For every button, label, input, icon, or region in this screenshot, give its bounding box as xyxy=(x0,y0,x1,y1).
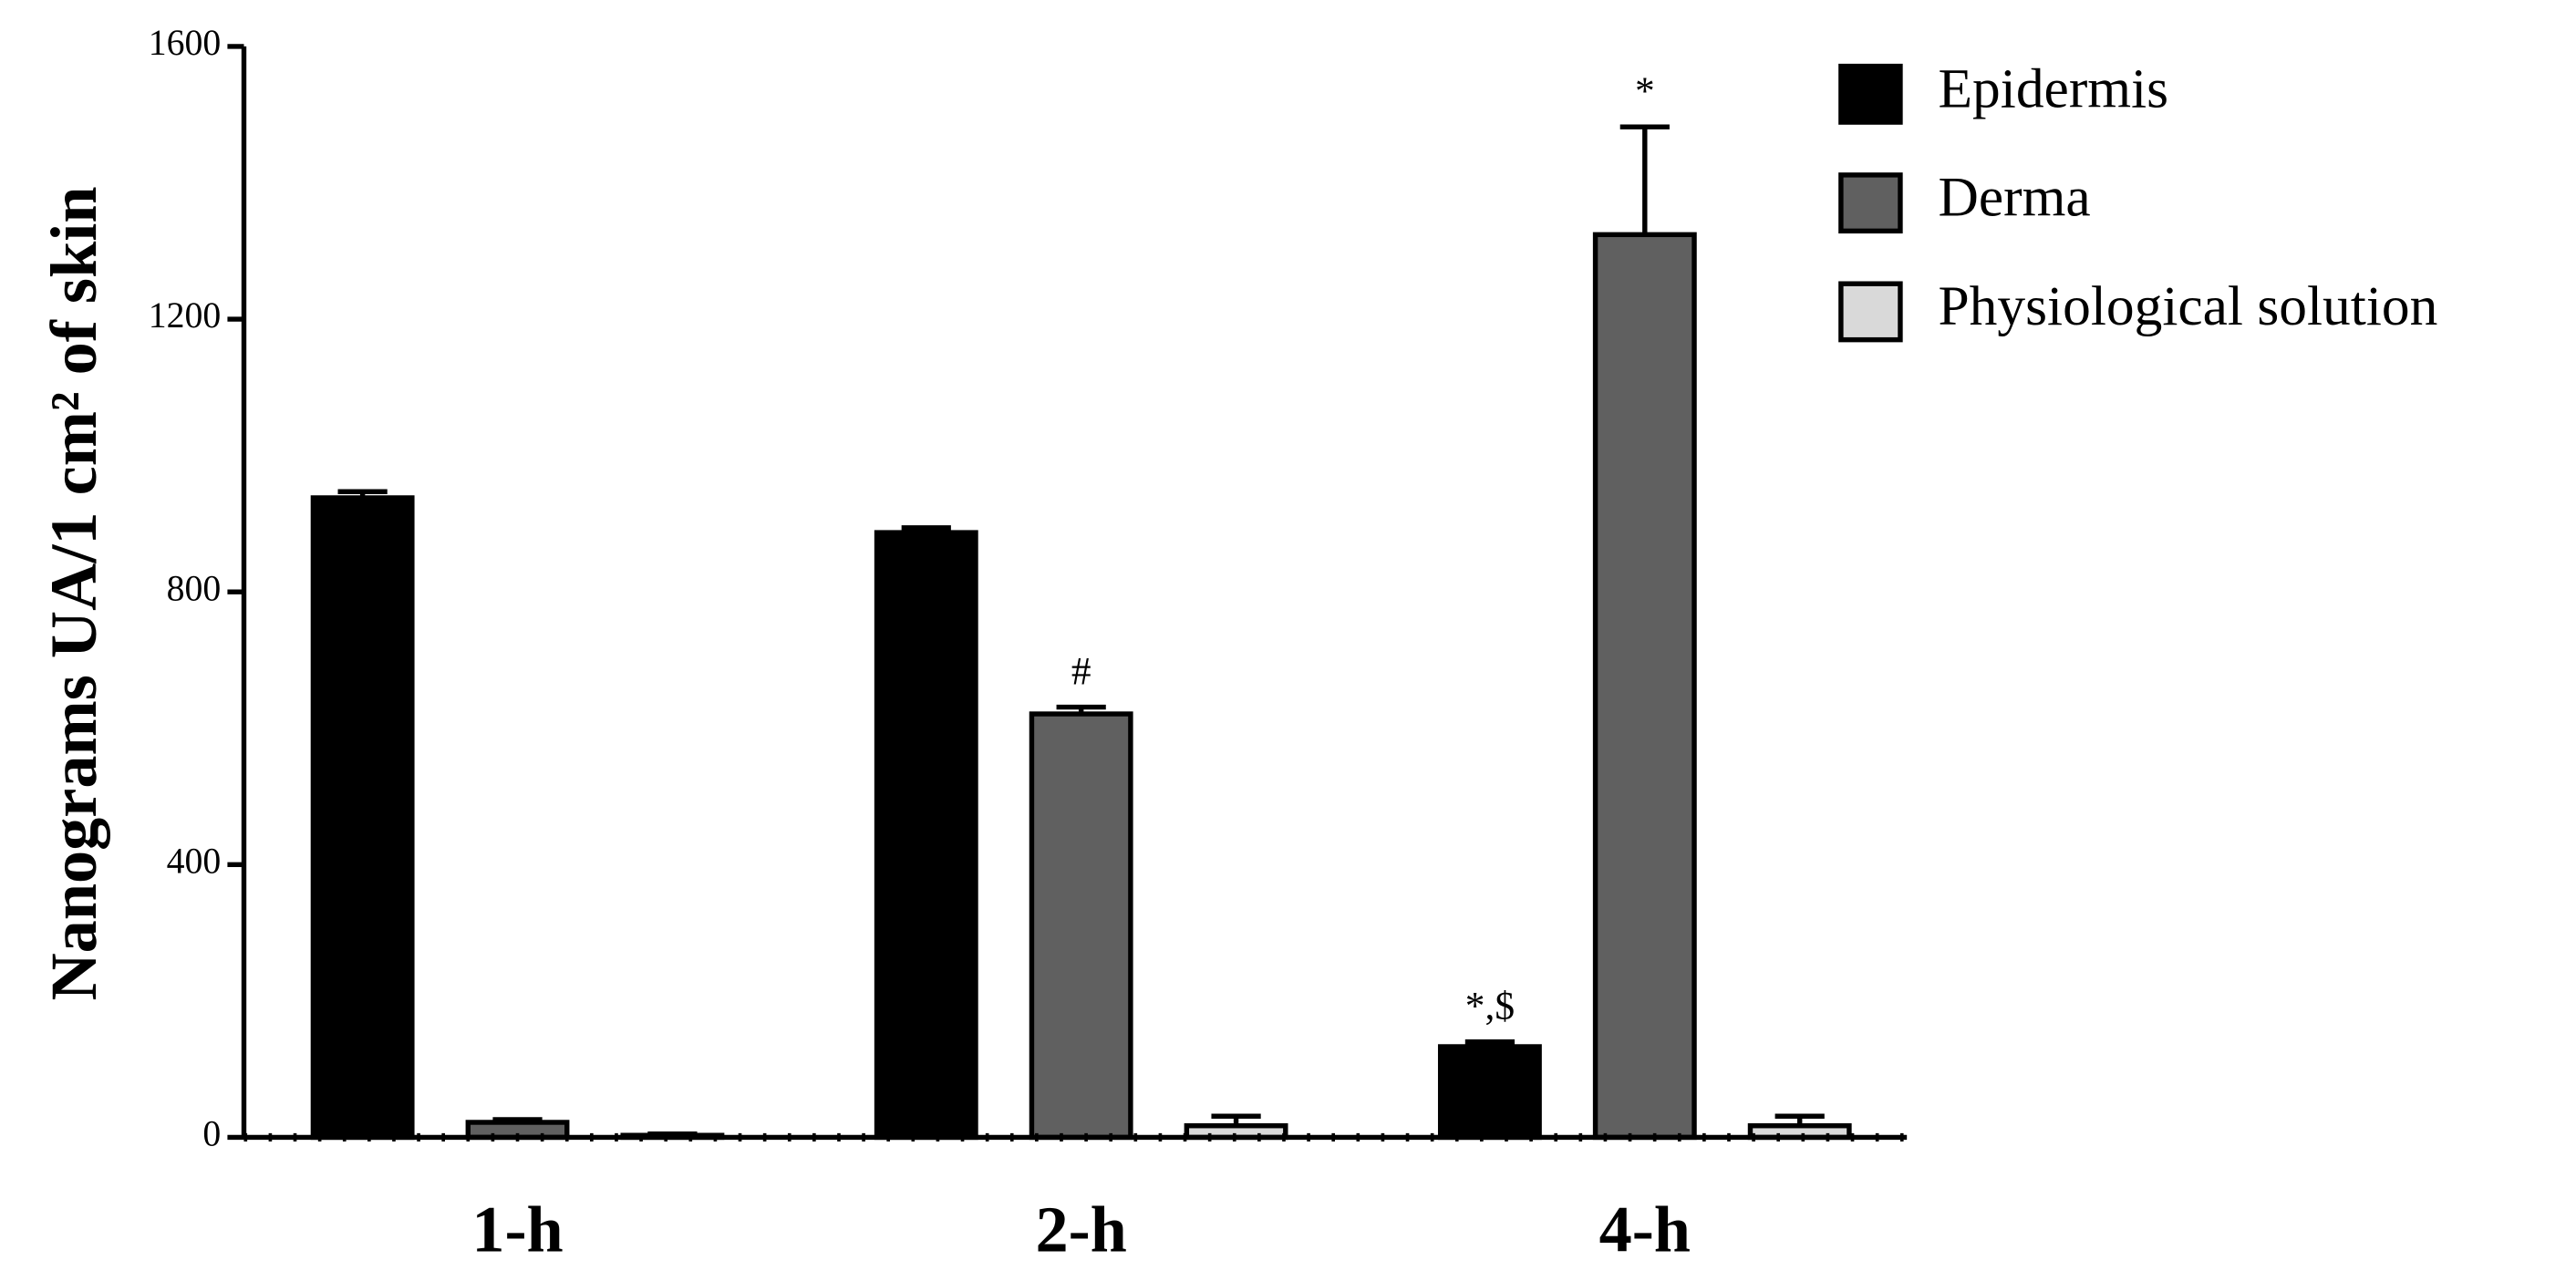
y-tick-label: 400 xyxy=(167,841,222,881)
bar xyxy=(1029,711,1133,1141)
bar xyxy=(1437,1044,1542,1141)
annotation: * xyxy=(1635,69,1655,113)
y-tick-label: 0 xyxy=(202,1114,221,1154)
y-tick-label: 1200 xyxy=(149,295,222,336)
legend-swatch xyxy=(1838,172,1903,234)
y-axis-title: Nanograms UA/1 cm² of skin xyxy=(37,186,110,1000)
legend-label: Epidermis xyxy=(1939,57,2169,119)
legend-label: Derma xyxy=(1939,167,2091,229)
annotation: # xyxy=(1071,649,1091,693)
annotation: *,$ xyxy=(1465,984,1515,1028)
legend-swatch xyxy=(1838,281,1903,343)
x-tick-label: 1-h xyxy=(471,1193,563,1266)
x-tick-label: 2-h xyxy=(1035,1193,1126,1266)
legend-label: Physiological solution xyxy=(1939,275,2438,337)
bar xyxy=(874,530,978,1141)
bar xyxy=(310,495,415,1141)
legend-swatch xyxy=(1838,63,1903,125)
bar xyxy=(1592,232,1697,1141)
x-tick-label: 4-h xyxy=(1599,1193,1691,1266)
y-tick-label: 1600 xyxy=(149,23,222,63)
y-tick-label: 800 xyxy=(167,568,222,608)
